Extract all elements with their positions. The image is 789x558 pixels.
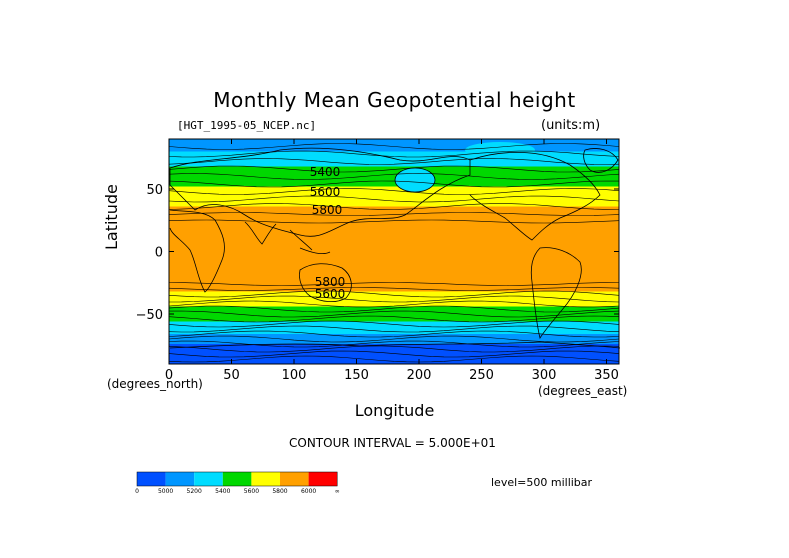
contour-label: 5400 [310, 165, 341, 179]
zonal-bands [169, 139, 619, 364]
x-tick-label: 50 [223, 368, 240, 383]
colorbar-swatch [194, 472, 223, 486]
contour-lines [168, 143, 620, 363]
contour-line [168, 219, 620, 224]
coastline-greenland [583, 148, 619, 173]
contour-label: 5800 [312, 203, 343, 217]
zonal-band [169, 186, 619, 207]
colorbar-tick-label: 0 [135, 488, 139, 495]
y-tick-label: 50 [146, 183, 163, 198]
contour-line [168, 173, 620, 180]
contour-labels: 5400 5600 5800 5800 5600 [310, 165, 346, 301]
contour-line [168, 180, 620, 188]
contour-line [168, 212, 620, 216]
contour-label: 5800 [315, 275, 346, 289]
zonal-band [169, 321, 619, 334]
chart-title: Monthly Mean Geopotential height [213, 88, 576, 112]
colorbar-tick-label: 5400 [215, 488, 230, 495]
colorbar-tick-label: ∞ [335, 488, 340, 495]
coastline-india [244, 221, 277, 245]
colorbar-swatch [222, 472, 252, 486]
x-tick-label: 150 [344, 368, 369, 383]
x-unit-note: (degrees_east) [538, 384, 628, 398]
colorbar-tick-label: 6000 [301, 488, 316, 495]
north-blue-patch [465, 142, 535, 158]
level-text: level=500 millibar [491, 476, 593, 489]
y-ticks: 50 0 −50 [136, 183, 619, 323]
contour-line [168, 345, 620, 353]
contour-label: 5600 [310, 185, 341, 199]
x-tick-label: 0 [165, 368, 173, 383]
colorbar-swatch [165, 472, 195, 486]
coastline-africa [169, 209, 225, 293]
y-unit-note: (degrees_north) [107, 377, 203, 391]
contour-line [168, 350, 620, 358]
coastline-australia [299, 263, 352, 302]
colorbar-swatch [308, 472, 338, 486]
contour-line [168, 310, 620, 318]
contour-line [168, 290, 620, 298]
zonal-band [169, 291, 619, 307]
x-tick-label: 350 [594, 368, 619, 383]
units-label: (units:m) [541, 118, 601, 133]
zonal-band [169, 166, 619, 187]
contour-line [168, 295, 620, 303]
colorbar-swatch [251, 472, 280, 486]
y-tick-label: 0 [155, 246, 163, 261]
x-axis-label-row: Longitude [0, 401, 789, 420]
colorbar-tick-label: 5200 [187, 488, 202, 495]
contour-line [168, 203, 620, 210]
contour-line [168, 282, 620, 286]
contour-line [168, 330, 620, 338]
coastline-se-asia [289, 229, 331, 255]
x-tick-label: 250 [469, 368, 494, 383]
colorbar-tick-label: 5000 [158, 488, 173, 495]
contour-line [168, 195, 620, 203]
x-axis-label: Longitude [354, 401, 435, 420]
colorbar-frame [136, 471, 338, 487]
coastline-south-america [530, 247, 582, 340]
colorbar-swatch [137, 472, 166, 486]
zonal-band [169, 306, 619, 322]
contour-line [168, 150, 620, 158]
contour-line [168, 315, 620, 323]
colorbar-swatch [280, 472, 309, 486]
y-tick-label: −50 [136, 308, 163, 323]
colorbar: 0 5000 5200 5400 5600 5800 6000 ∞ [135, 471, 340, 495]
contour-line [168, 165, 620, 173]
contour-interval-text: CONTOUR INTERVAL = 5.000E+01 [289, 436, 496, 450]
contour-line [168, 188, 620, 195]
colorbar-tick-label: 5600 [244, 488, 259, 495]
x-tick-label: 200 [407, 368, 432, 383]
contour-label: 5600 [315, 287, 346, 301]
arctic-low-region [394, 167, 436, 193]
contour-line [168, 325, 620, 333]
contour-line [168, 300, 620, 308]
zonal-band [169, 344, 619, 364]
x-ticks: 0 50 100 150 200 250 300 350 [165, 139, 619, 383]
contour-line [168, 335, 620, 343]
contour-line [168, 305, 620, 313]
contour-line [168, 320, 620, 328]
contour-line [168, 287, 620, 291]
coastline-north-america [469, 151, 601, 241]
contour-line [168, 158, 620, 165]
x-tick-label: 100 [282, 368, 307, 383]
colorbar-tick-label: 5800 [272, 488, 287, 495]
x-tick-label: 300 [532, 368, 557, 383]
contour-line [168, 355, 620, 363]
zonal-band [169, 206, 619, 292]
dataset-filename: [HGT_1995-05_NCEP.nc] [177, 119, 317, 132]
contour-line [168, 340, 620, 348]
